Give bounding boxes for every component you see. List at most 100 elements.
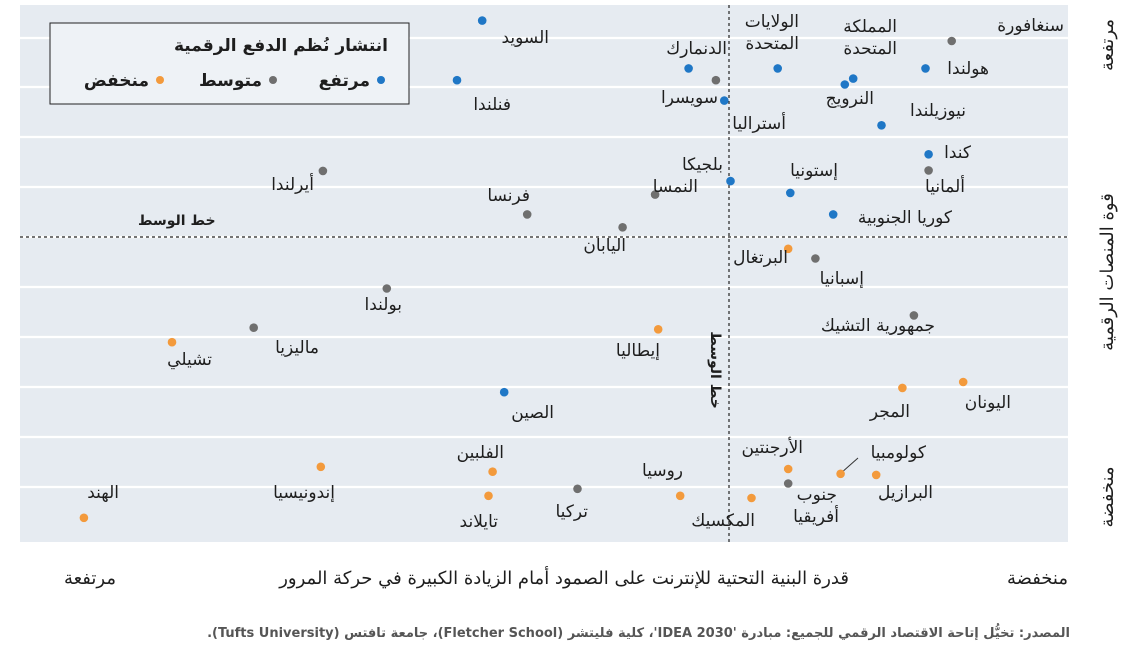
legend-item-low: منخفض	[84, 71, 164, 91]
point-label: تشيلي	[167, 350, 212, 370]
point-marker	[924, 150, 933, 159]
point-label: ماليزيا	[275, 338, 319, 358]
point-label: إندونيسيا	[273, 483, 335, 503]
data-point: البرازيل	[871, 470, 933, 503]
point-marker	[720, 96, 729, 105]
point-label: النمسا	[653, 177, 698, 197]
legend-marker-high	[377, 76, 385, 84]
x-axis-low-label: منخفضة	[1007, 568, 1068, 589]
data-point: بولندا	[365, 284, 402, 315]
point-label: اليونان	[965, 393, 1011, 413]
legend-label-high: مرتفع	[319, 71, 370, 91]
data-point: كولومبيا	[836, 443, 927, 479]
point-label: كولومبيا	[871, 443, 927, 463]
point-marker	[947, 36, 956, 46]
point-marker	[711, 75, 721, 85]
point-label: المكسيك	[691, 511, 755, 531]
data-point: سويسرا	[661, 75, 721, 108]
data-point: اليابان	[583, 223, 627, 256]
data-point: النرويج	[826, 80, 874, 109]
data-point: السويد	[477, 16, 549, 48]
point-marker	[747, 493, 756, 503]
data-point: النمسا	[650, 177, 698, 199]
data-point: المكسيك	[691, 493, 756, 531]
legend-marker-medium	[269, 76, 277, 84]
legend-title: انتشار نُظم الدفع الرقمية	[174, 36, 388, 56]
data-point: المجر	[869, 383, 910, 422]
data-point: ألمانيا	[924, 166, 965, 197]
point-marker	[921, 64, 930, 73]
y-axis-high-label: مرتفعة	[1097, 19, 1118, 71]
point-marker	[924, 166, 933, 175]
data-point: أستراليا	[720, 96, 786, 134]
point-marker	[898, 383, 907, 393]
point-label: سويسرا	[661, 88, 718, 108]
point-marker	[618, 223, 627, 232]
point-label: الهند	[87, 483, 119, 503]
point-marker	[828, 210, 838, 219]
data-point: سنغافورة	[947, 16, 1064, 46]
point-marker	[871, 470, 881, 480]
data-point: فنلندا	[452, 75, 511, 115]
point-label: تركيا	[555, 502, 588, 522]
point-label: إسبانيا	[820, 269, 864, 289]
y-midline-label: خط الوسط	[138, 213, 216, 229]
data-point: كندا	[924, 143, 972, 163]
data-point: أيرلندا	[271, 166, 328, 195]
point-label: نيوزيلندا	[910, 101, 966, 121]
point-marker	[773, 64, 782, 73]
point-label: إيطاليا	[616, 341, 660, 361]
point-marker	[653, 325, 663, 334]
data-point: جنوب أفريقيا	[783, 479, 839, 527]
data-point: ماليزيا	[249, 323, 319, 358]
data-point: تشيلي	[167, 337, 212, 370]
data-point: الصين	[499, 387, 554, 423]
point-label: سنغافورة	[997, 16, 1064, 36]
legend-marker-low	[156, 76, 164, 84]
legend-item-medium: متوسط	[199, 71, 277, 91]
point-marker	[318, 166, 328, 176]
point-marker	[958, 377, 968, 387]
data-point: إستونيا	[786, 161, 838, 198]
point-marker	[783, 244, 793, 254]
point-marker	[684, 64, 693, 73]
point-marker	[877, 121, 886, 130]
point-marker	[811, 254, 820, 263]
point-label: فرنسا	[487, 186, 530, 206]
point-marker	[316, 462, 326, 472]
point-marker	[499, 387, 509, 397]
data-point: اليونان	[958, 377, 1011, 413]
data-point: الهند	[79, 483, 119, 523]
data-point: الدنمارك	[666, 39, 727, 73]
point-label: أستراليا	[732, 112, 786, 134]
point-marker	[848, 74, 858, 83]
label-leader-line	[843, 457, 859, 472]
point-marker	[840, 80, 850, 89]
point-label: المملكة المتحدة	[843, 17, 897, 59]
point-label: السويد	[501, 28, 549, 48]
point-label: أيرلندا	[271, 173, 314, 195]
data-point: إندونيسيا	[273, 462, 335, 503]
point-label: جنوب أفريقيا	[793, 485, 839, 527]
data-point: إيطاليا	[616, 325, 663, 361]
point-label: كندا	[944, 143, 972, 163]
point-label: الدنمارك	[666, 39, 727, 59]
point-marker	[484, 491, 493, 501]
point-marker	[726, 176, 735, 186]
gridlines	[20, 36, 1068, 489]
point-label: الأرجنتين	[742, 437, 803, 458]
point-label: إستونيا	[790, 161, 838, 181]
point-marker	[786, 188, 795, 198]
point-marker	[382, 284, 392, 293]
data-point: تايلاند	[460, 491, 498, 532]
data-point: فرنسا	[487, 186, 532, 219]
point-label: الصين	[511, 403, 554, 423]
point-label: كوريا الجنوبية	[858, 208, 953, 228]
data-point: المملكة المتحدة	[843, 17, 897, 83]
legend-label-medium: متوسط	[199, 71, 262, 91]
point-label: هولندا	[947, 59, 989, 79]
point-marker	[836, 469, 845, 479]
data-point: الفلبين	[457, 443, 504, 477]
point-label: ألمانيا	[925, 175, 965, 197]
x-axis-high-label: مرتفعة	[64, 568, 116, 589]
